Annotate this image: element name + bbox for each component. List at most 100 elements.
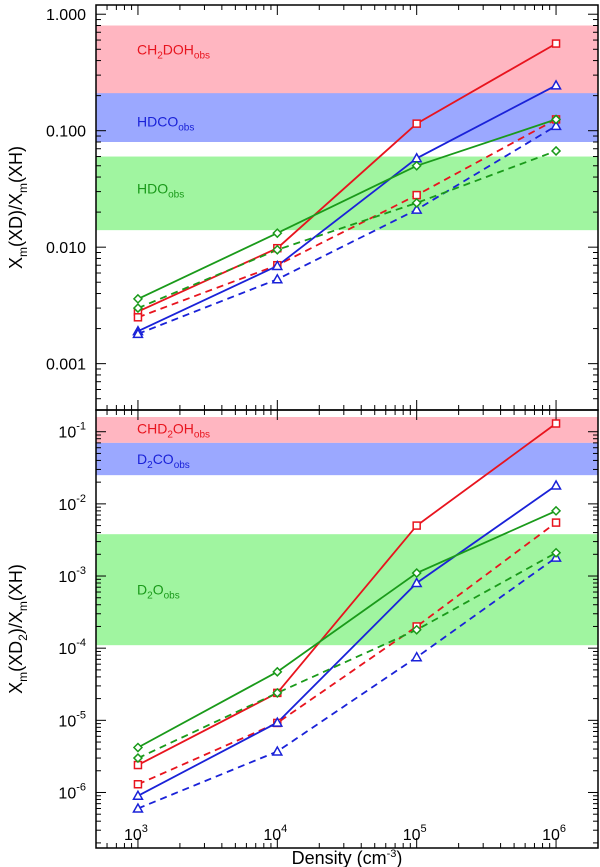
data-point-triangle [410,576,423,588]
y-tick-label-exp: -2 [76,493,86,505]
y-tick-label-text: 0.001 [46,357,86,374]
data-point-square [133,780,143,789]
data-point-triangle [550,79,562,90]
series-line-d2co-solid [137,484,557,797]
band-label-part: D [137,582,147,598]
y-tick-label: 0.010 [46,240,86,257]
band-label-d2co-obs: D2COobs [137,451,190,471]
band-label-sub: obs [164,591,180,602]
band-label-part: CO [153,451,174,467]
y-tick-label: 10-6 [58,781,86,802]
data-point-diamond [411,567,422,579]
data-point-square [412,521,421,530]
data-point-triangle [271,745,284,756]
data-point-diamond [132,752,144,764]
series-line-d2o-dashed [137,552,557,759]
y-axis-title: Xm(XD2)/Xm(XH) [6,564,30,694]
band-label-chd2oh-obs: CHD2OHobs [137,421,210,441]
band-d2co-obs [96,442,598,476]
y-tick-label: 10-1 [58,421,86,442]
series-line-ch2doh-dashed [137,118,557,319]
data-point-triangle [132,327,144,339]
band-chd2oh-obs [96,416,598,443]
data-point-diamond [411,160,422,171]
y-tick-label: 10-3 [58,565,86,586]
series-line-chd2oh-dashed [137,521,557,786]
band-label-sub: obs [194,50,210,61]
series-line-hdo-dashed [137,150,557,309]
y-tick-label-exp: -6 [76,781,86,793]
y-tick-label-exp: -1 [76,421,86,433]
band-label-sub: obs [174,460,190,471]
y-tick-label-base: 10 [58,425,76,442]
band-label-ch2doh-obs: CH2DOHobs [137,41,210,61]
x-tick-label: 105 [403,823,427,844]
band-label-part: CHD [137,421,167,437]
band-label-d2o-obs: D2Oobs [137,582,180,602]
band-label-part: D [137,451,147,467]
series-line-hdco-dashed [137,125,557,335]
data-point-diamond [272,228,283,239]
band-label-part: O [153,582,164,598]
data-point-diamond [132,293,144,304]
y-tick-label: 0.100 [46,124,86,141]
series-line-chd2oh-solid [137,422,557,766]
x-tick-label: 104 [263,823,287,844]
y-tick-label-base: 10 [58,569,76,586]
band-label-sub: 2 [147,460,153,471]
series-line-d2o-solid [137,510,557,749]
data-point-diamond [132,742,144,753]
x-axis-title: Density (cm-3) [292,848,403,867]
data-point-triangle [132,802,144,813]
data-point-diamond [272,687,283,698]
data-point-square [412,119,421,128]
x-axis: 103 104 105 106 Density (cm-3) [124,823,566,867]
data-point-triangle [410,203,423,214]
data-point-diamond [132,303,144,314]
data-point-triangle [271,259,284,271]
band-label-sub: 2 [147,591,153,602]
band-label-sub: 2 [167,430,173,441]
y-tick-label-base: 10 [58,497,76,514]
data-point-diamond [411,197,422,208]
y-tick-label-base: 10 [58,641,76,658]
data-point-triangle [132,789,144,801]
band-label-sub: obs [178,122,194,133]
y-tick-label: 10-5 [58,709,86,730]
data-point-triangle [550,479,562,490]
y-tick-label-exp: -4 [76,637,86,649]
band-label-hdco-obs: HDCOobs [137,113,194,133]
data-point-diamond [272,244,283,255]
data-point-diamond [550,505,562,516]
bottom-panel: CHD2OHobsD2COobsD2Oobs10-610-510-410-310… [6,409,599,849]
y-tick-label-base: 10 [58,713,76,730]
data-point-diamond [550,145,562,157]
band-label-part: OH [173,421,194,437]
y-tick-label: 10-2 [58,493,86,514]
y-tick-label-text: 0.010 [46,240,86,257]
data-point-triangle [271,273,284,284]
x-tick-label: 103 [124,823,148,844]
y-tick-label-text: 0.100 [46,124,86,141]
x-tick-label: 106 [542,823,566,844]
data-point-triangle [410,651,423,662]
data-point-square [551,419,561,428]
data-point-diamond [411,624,422,635]
band-label-sub: 2 [157,50,163,61]
band-label-part: HDO [137,180,168,196]
band-label-part: HDCO [137,113,178,129]
data-point-square [551,39,561,48]
band-hdo-obs [96,156,598,231]
band-label-hdo-obs: HDOobs [137,180,184,200]
data-point-square [551,518,561,527]
data-point-square [133,313,143,322]
data-point-square [412,190,421,200]
y-tick-label: 10-4 [58,637,86,658]
data-point-triangle [271,716,284,727]
y-tick-label-exp: -3 [76,565,86,577]
y-axis-title: Xm(XD)/Xm(XH) [6,146,30,269]
band-label-sub: obs [194,430,210,441]
band-label-part: DOH [163,41,194,57]
band-label-sub: obs [168,189,184,200]
